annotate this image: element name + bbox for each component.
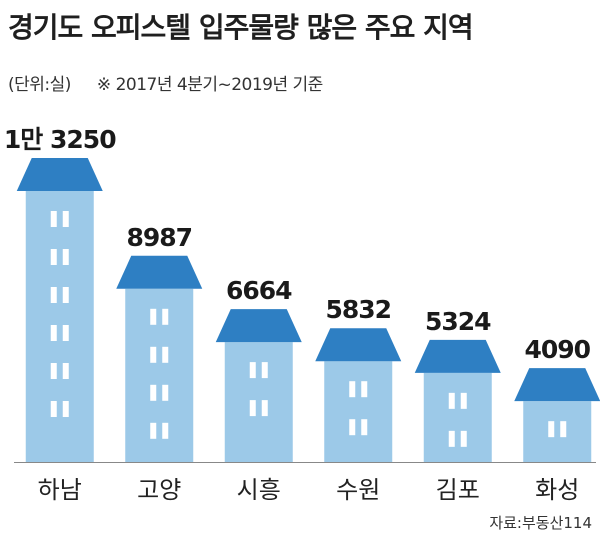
- window-icon: [62, 401, 69, 417]
- data-label: 8987: [126, 223, 192, 252]
- chart-title: 경기도 오피스텔 입주물량 많은 주요 지역: [8, 11, 474, 44]
- bar-building-body: [224, 342, 293, 462]
- period-note: ※ 2017년 4분기~2019년 기준: [96, 75, 323, 95]
- window-icon: [261, 400, 268, 417]
- window-icon: [150, 308, 157, 325]
- window-icon: [162, 346, 169, 363]
- bar-roof: [116, 255, 203, 289]
- bar-building-body: [423, 372, 492, 462]
- bar-building-body: [125, 288, 194, 462]
- window-icon: [560, 421, 567, 438]
- window-icon: [361, 419, 368, 436]
- bar-building-body: [324, 361, 393, 462]
- window-icon: [50, 211, 57, 227]
- window-icon: [448, 392, 455, 409]
- category-label: 김포: [436, 476, 480, 504]
- category-label: 수원: [336, 476, 380, 504]
- window-icon: [361, 381, 368, 398]
- window-icon: [150, 384, 157, 401]
- bar-roof: [514, 368, 600, 402]
- window-icon: [162, 384, 169, 401]
- category-label: 화성: [535, 476, 579, 504]
- window-icon: [448, 430, 455, 447]
- window-icon: [62, 287, 69, 303]
- bar-roof: [414, 339, 501, 373]
- window-icon: [62, 325, 69, 341]
- source-note: 자료:부동산114: [489, 514, 592, 532]
- window-icon: [349, 381, 356, 398]
- window-icon: [548, 421, 555, 438]
- window-icon: [349, 419, 356, 436]
- unit-label: (단위:실): [8, 75, 71, 95]
- window-icon: [460, 392, 467, 409]
- window-icon: [50, 363, 57, 379]
- data-label: 4090: [524, 335, 590, 364]
- bar-roof: [16, 158, 103, 191]
- bar-building-body: [523, 401, 592, 462]
- window-icon: [50, 249, 57, 265]
- data-label: 5832: [325, 295, 391, 324]
- window-icon: [162, 308, 169, 325]
- bar-roof: [215, 309, 302, 343]
- category-label: 시흥: [237, 476, 281, 504]
- bar-building-body: [25, 191, 94, 462]
- window-icon: [249, 362, 256, 379]
- window-icon: [62, 249, 69, 265]
- data-label: 5324: [425, 307, 491, 336]
- data-label: 1만 3250: [4, 125, 116, 154]
- window-icon: [62, 363, 69, 379]
- window-icon: [150, 422, 157, 439]
- window-icon: [249, 400, 256, 417]
- bar-roof: [315, 328, 402, 362]
- category-label: 하남: [38, 476, 82, 504]
- window-icon: [460, 430, 467, 447]
- data-label: 6664: [226, 276, 292, 305]
- window-icon: [50, 287, 57, 303]
- chart-subtitle: (단위:실) ※ 2017년 4분기~2019년 기준: [8, 70, 323, 95]
- window-icon: [62, 211, 69, 227]
- window-icon: [261, 362, 268, 379]
- window-icon: [50, 325, 57, 341]
- category-label: 고양: [137, 476, 181, 504]
- window-icon: [162, 422, 169, 439]
- window-icon: [150, 346, 157, 363]
- window-icon: [50, 401, 57, 417]
